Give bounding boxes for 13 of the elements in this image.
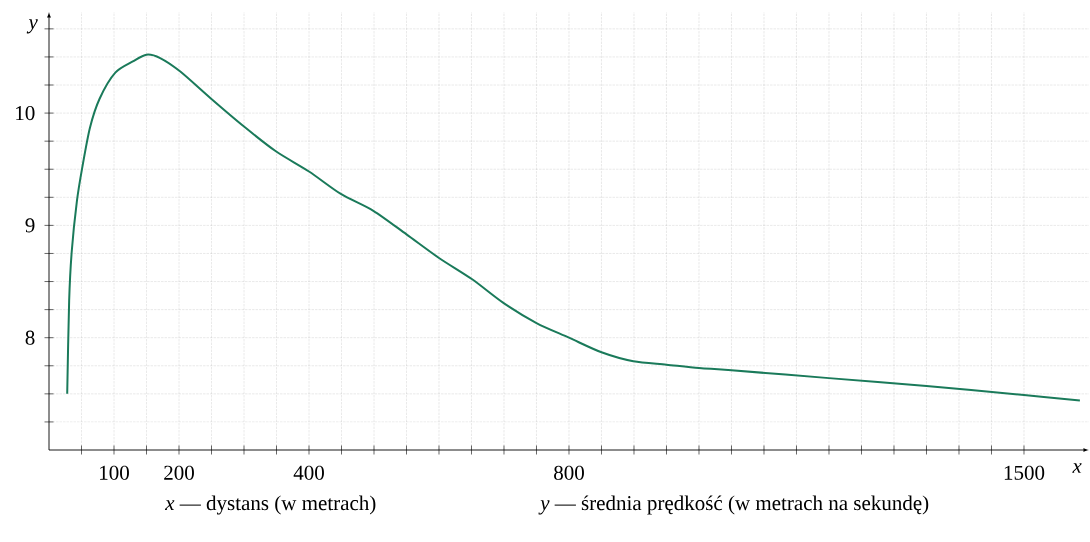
x-tick-label: 400 — [293, 465, 324, 480]
x-axis-title: x — [1072, 463, 1082, 473]
text: y — średnia prędkość (w metrach na sekundę) — [538, 495, 929, 515]
y-tick-label: 8 — [25, 330, 35, 345]
text: x — dystans (w metrach) — [164, 495, 376, 515]
x-tick-label: 200 — [164, 465, 194, 480]
x-tick-label: 800 — [554, 465, 584, 480]
line-series — [66, 53, 1081, 402]
y-axis-title: y — [26, 19, 38, 34]
x-tick-label: 100 — [100, 465, 129, 480]
x-tick-label: 1500 — [1004, 465, 1045, 480]
y-tick-label: 9 — [25, 218, 35, 233]
y-tick-label: 10 — [16, 106, 35, 121]
